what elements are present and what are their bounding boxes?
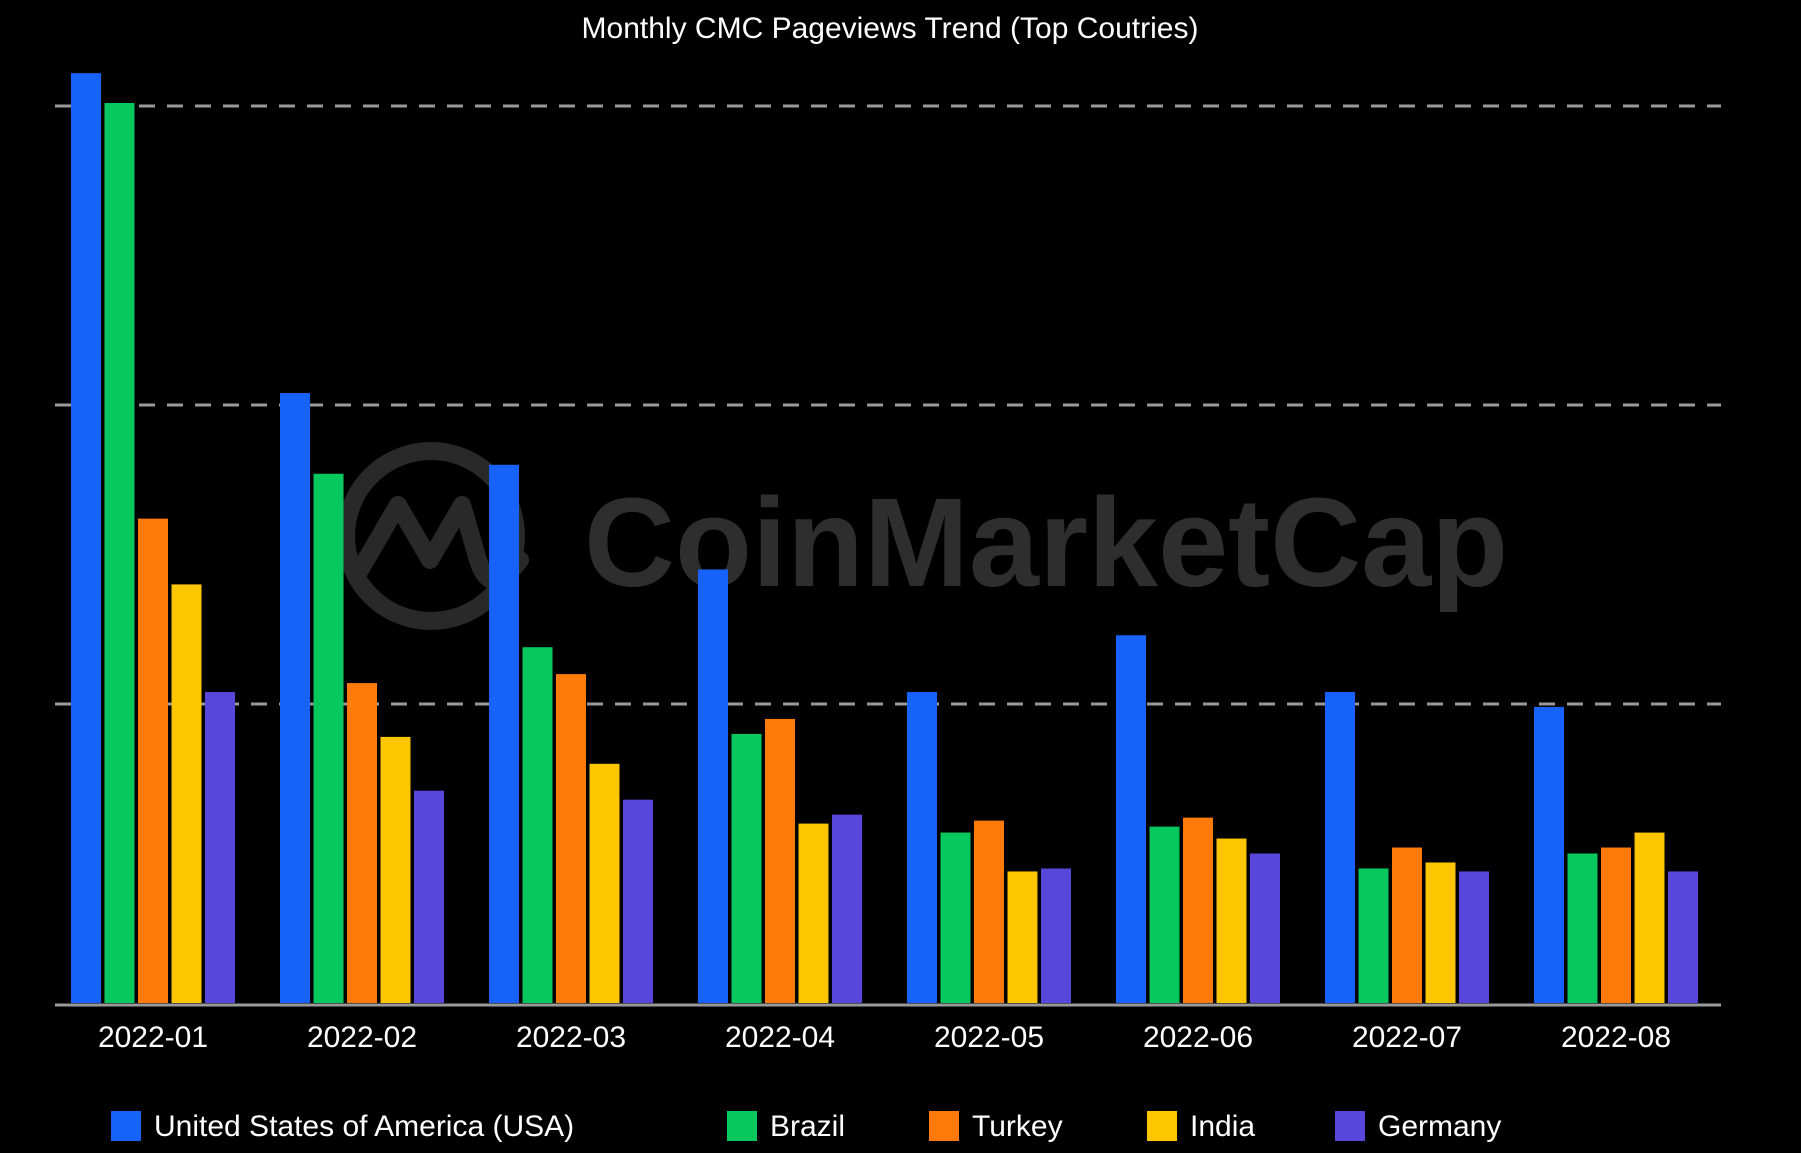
bar [171, 584, 202, 1003]
legend-swatch [727, 1111, 757, 1141]
bar [347, 683, 377, 1003]
watermark-text: CoinMarketCap [584, 472, 1508, 613]
legend-label: India [1190, 1110, 1255, 1143]
bar [1216, 838, 1247, 1003]
legend-label: Brazil [770, 1110, 845, 1143]
bar [798, 823, 829, 1003]
legend: United States of America (USA) Brazil Turk… [111, 1110, 1501, 1143]
bar [1601, 847, 1631, 1003]
legend-item: India [1147, 1110, 1255, 1143]
bar [205, 692, 235, 1003]
bar [138, 518, 168, 1003]
bar [589, 763, 620, 1003]
bar [104, 103, 135, 1003]
bars [71, 73, 1698, 1004]
bar [698, 569, 728, 1003]
bar [1392, 847, 1422, 1003]
legend-swatch [1335, 1111, 1365, 1141]
legend-label: Turkey [972, 1110, 1063, 1143]
bar [1149, 826, 1180, 1003]
x-tick-label: 2022-06 [1143, 1021, 1253, 1054]
legend-item: Brazil [727, 1110, 845, 1143]
bar [974, 820, 1004, 1003]
x-tick-labels: 2022-01 2022-02 2022-03 2022-04 2022-05 2022-… [98, 1021, 1671, 1054]
legend-swatch [111, 1111, 141, 1141]
bar [940, 832, 971, 1003]
bar [1459, 871, 1489, 1003]
bar [556, 674, 586, 1003]
legend-item: United States of America (USA) [111, 1110, 574, 1143]
chart-title: Monthly CMC Pageviews Trend (Top Coutrie… [582, 12, 1199, 45]
bar [414, 790, 444, 1003]
legend-item: Turkey [929, 1110, 1063, 1143]
x-tick-label: 2022-08 [1561, 1021, 1671, 1054]
bar [313, 473, 344, 1003]
legend-label: Germany [1378, 1110, 1501, 1143]
bar [1325, 692, 1355, 1003]
bar [1116, 635, 1146, 1003]
bar [522, 647, 553, 1003]
legend-swatch [1147, 1111, 1177, 1141]
bar [832, 814, 862, 1003]
watermark: CoinMarketCap [337, 442, 1508, 630]
bar [1634, 832, 1665, 1003]
bar [1567, 853, 1598, 1003]
bar [71, 73, 101, 1004]
x-tick-label: 2022-07 [1352, 1021, 1462, 1054]
legend-label: United States of America (USA) [154, 1110, 574, 1143]
bar [1668, 871, 1698, 1003]
x-tick-label: 2022-05 [934, 1021, 1044, 1054]
x-tick-label: 2022-04 [725, 1021, 835, 1054]
bar [1425, 862, 1456, 1003]
bar [1183, 817, 1213, 1003]
bar [623, 799, 653, 1003]
bar [731, 733, 762, 1003]
bar [280, 393, 310, 1003]
bar [1041, 868, 1071, 1003]
legend-item: Germany [1335, 1110, 1501, 1143]
x-tick-label: 2022-02 [307, 1021, 417, 1054]
bar [1358, 868, 1389, 1003]
bar [489, 464, 519, 1003]
bar [1250, 853, 1280, 1003]
bar [380, 736, 411, 1003]
x-tick-label: 2022-03 [516, 1021, 626, 1054]
legend-swatch [929, 1111, 959, 1141]
bar [907, 692, 937, 1003]
x-tick-label: 2022-01 [98, 1021, 208, 1054]
bar [765, 718, 795, 1003]
bar [1534, 706, 1564, 1003]
bar [1007, 871, 1038, 1003]
